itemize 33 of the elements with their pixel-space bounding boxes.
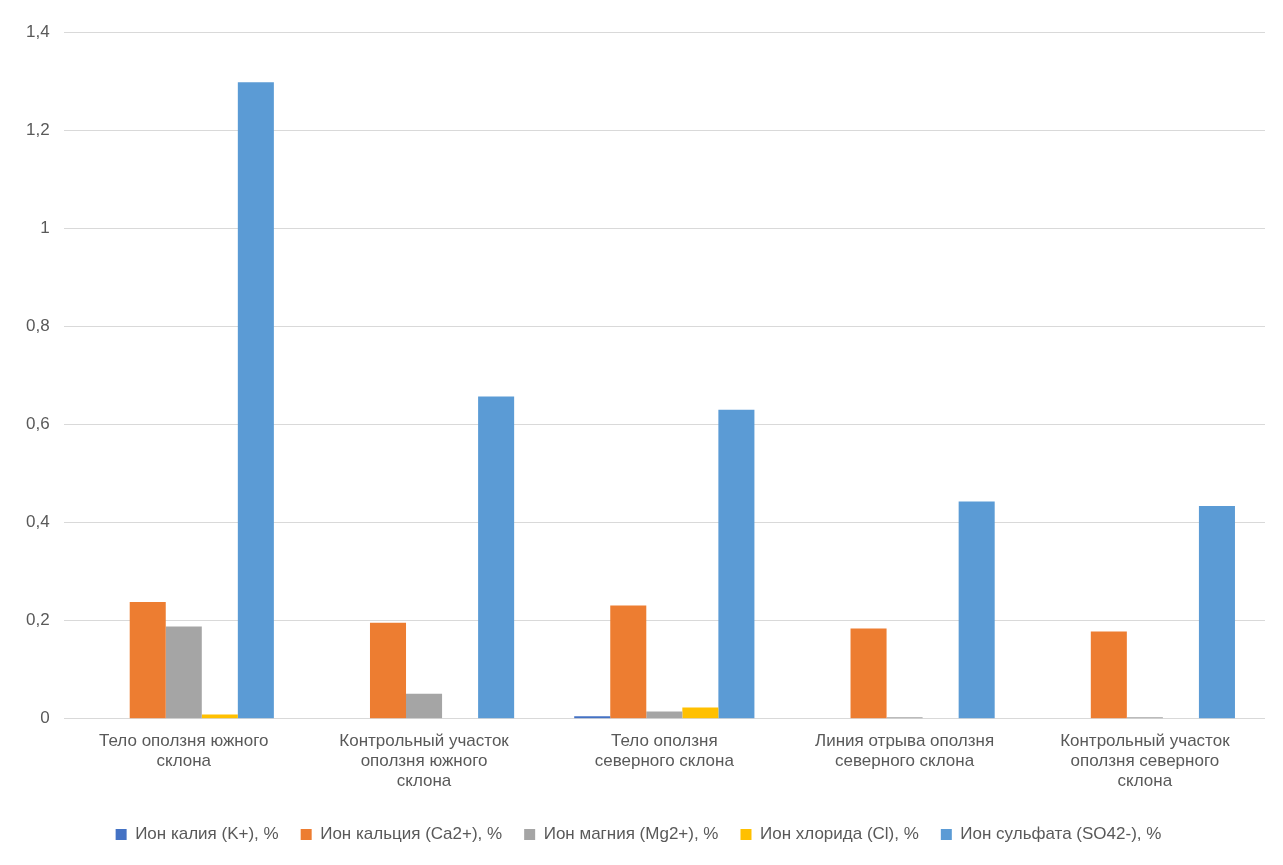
y-tick-label: 0,6 (25, 414, 50, 434)
y-tick-label: 0,4 (25, 512, 50, 532)
bar (958, 501, 995, 719)
y-tick-label: 0,8 (25, 316, 50, 336)
bar (165, 626, 202, 719)
bar (201, 714, 238, 719)
bar (610, 605, 647, 719)
legend-label: Ион хлорида (Cl), % (759, 824, 919, 844)
bar (1198, 505, 1235, 719)
y-tick-label: 1,4 (25, 21, 50, 41)
bar (718, 409, 755, 719)
x-tick-label: Линия отрыва оползня северного склона (815, 730, 995, 771)
x-tick-label: Тело оползня южного склона (99, 730, 269, 771)
bar (682, 707, 719, 719)
y-tick-label: 1,2 (25, 119, 50, 139)
legend-label: Ион сульфата (SO42-), % (960, 824, 1162, 844)
x-tick-label: Тело оползня северного склона (594, 730, 735, 771)
x-tick-label: Контрольный участок оползня северного склона (1060, 730, 1231, 791)
bar (129, 602, 166, 719)
legend-label: Ион кальция (Ca2+), % (320, 824, 503, 844)
bar (646, 711, 683, 719)
legend-label: Ион калия (K+), % (135, 824, 279, 844)
y-tick-label: 1 (40, 218, 50, 238)
bar (369, 622, 407, 719)
legend-label: Ион магния (Mg2+), % (543, 824, 719, 844)
bar (478, 396, 515, 719)
bar (850, 628, 887, 719)
y-tick-label: 0,2 (25, 610, 50, 630)
bar (1090, 631, 1127, 719)
y-tick-label: 0 (40, 708, 50, 728)
x-tick-label: Контрольный участок оползня южного склона (339, 730, 510, 791)
bar (406, 693, 443, 719)
bar (237, 82, 274, 719)
